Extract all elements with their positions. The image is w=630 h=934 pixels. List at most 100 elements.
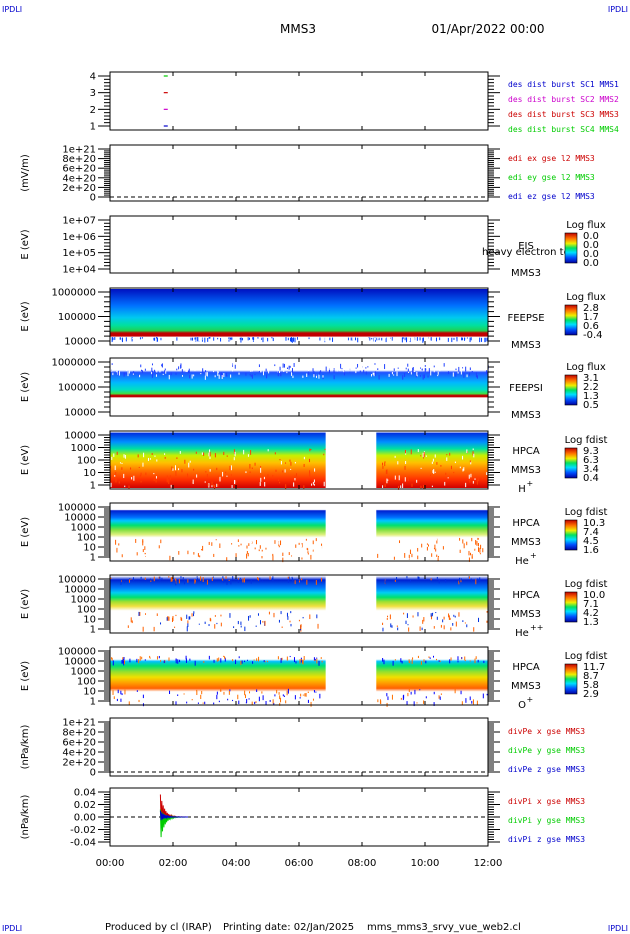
y-tick-label: 4e+20 (62, 748, 96, 759)
x-tick-label: 10:00 (411, 858, 440, 869)
colorbar-value: 1.3 (583, 391, 599, 402)
colorbar-title: Log flux (566, 220, 606, 231)
colorbar-title: Log fdist (565, 435, 608, 446)
colorbar-value: 1.7 (583, 312, 599, 323)
data-gap (325, 648, 377, 704)
y-tick-label: 4e+20 (62, 173, 96, 184)
y-tick-label: 10000 (64, 408, 96, 419)
colorbar-value: 6.3 (583, 455, 599, 466)
spectrogram-hpca-h (110, 432, 489, 490)
spectrogram-feepse (110, 289, 489, 344)
y-tick-label: 2 (90, 105, 96, 116)
legend-entry: divPi z gse MMS3 (508, 835, 585, 844)
panel-frame (109, 144, 489, 202)
colorbar-value: 10.3 (583, 518, 605, 529)
instrument-name: HPCA (512, 662, 540, 673)
colorbar-title: Log fdist (565, 651, 608, 662)
instrument-spacecraft: MMS3 (511, 681, 541, 692)
y-tick-label: 1e+05 (62, 248, 96, 259)
y-tick-label: 1 (90, 553, 96, 564)
x-tick-label: 06:00 (285, 858, 314, 869)
species-label: He (515, 628, 529, 639)
y-tick-label: 100 (77, 677, 96, 688)
footer-filename: mms_mms3_srvy_vue_web2.cl (367, 922, 521, 933)
legend-entry: edi ey gse l2 MMS3 (508, 173, 595, 182)
instrument-label: HPCA MMS3 He+ (511, 518, 541, 567)
y-ticks: 1000000 100000 10000 (51, 288, 500, 348)
spectrogram-band (110, 576, 326, 632)
colorbar-value: 4.5 (583, 536, 599, 547)
y-tick-label: 1e+21 (62, 718, 96, 729)
y-axis-label: E (eV) (20, 589, 31, 619)
y-tick-label: 1 (90, 697, 96, 708)
legend-entry: des dist burst SC4 MMS4 (508, 125, 619, 134)
x-tick-label: 08:00 (348, 858, 377, 869)
instrument-label: HPCA MMS3 H+ (511, 446, 541, 495)
spectrogram-band (110, 359, 488, 415)
corner-mark-top-left: IPDLI (2, 5, 22, 14)
spectrogram-band (110, 289, 488, 344)
colorbar-value: 7.1 (583, 599, 599, 610)
colorbar-value: 5.8 (583, 680, 599, 691)
legend: divPe x gse MMS3 divPe y gse MMS3 divPe z … (508, 727, 585, 774)
corner-mark-top-right: IPDLI (608, 5, 628, 14)
legend-entry: divPi x gse MMS3 (508, 797, 585, 806)
x-tick-label: 12:00 (474, 858, 503, 869)
instrument-name: HPCA (512, 446, 540, 457)
colorbar-swatch (564, 374, 578, 406)
instrument-name: HPCA (512, 590, 540, 601)
colorbar-value: 0.0 (583, 258, 599, 269)
y-tick-label: 100000 (58, 647, 96, 658)
y-tick-label: 10 (83, 687, 96, 698)
instrument-name: HPCA (512, 518, 540, 529)
colorbar-value: 0.5 (583, 400, 599, 411)
spectrogram-band (376, 576, 488, 632)
colorbar-value: 9.3 (583, 446, 599, 457)
burst-marks (163, 75, 168, 127)
colorbar-value: 0.6 (583, 321, 599, 332)
panel-frame (109, 71, 489, 131)
y-axis-label: E (eV) (20, 372, 31, 402)
y-tick-label: 1000 (71, 443, 96, 454)
instrument-spacecraft: MMS3 (511, 537, 541, 548)
y-tick-label: 6e+20 (62, 164, 96, 175)
species-label: He (515, 556, 529, 567)
y-tick-label: 3 (90, 88, 96, 99)
y-tick-label: -0.04 (70, 838, 96, 849)
spectrogram-feepsi (110, 359, 489, 415)
y-tick-label: 10000 (64, 513, 96, 524)
colorbar-swatch (564, 663, 578, 695)
legend-entry: divPe z gse MMS3 (508, 765, 585, 774)
y-axis-label: E (eV) (20, 229, 31, 259)
colorbar-title: Log flux (566, 292, 606, 303)
colorbar-title: Log fdist (565, 507, 608, 518)
spectrogram-band (110, 504, 326, 560)
y-tick-label: 1000000 (51, 288, 96, 299)
instrument-spacecraft: MMS3 (511, 609, 541, 620)
legend-entry: edi ez gse l2 MMS3 (508, 192, 595, 201)
y-tick-label: 1 (90, 122, 96, 133)
y-tick-label: 10000 (64, 431, 96, 442)
y-tick-label: -0.02 (70, 825, 96, 836)
instrument-spacecraft: MMS3 (511, 410, 541, 421)
y-tick-label: 0.02 (74, 800, 96, 811)
colorbar-value: 1.3 (583, 617, 599, 628)
legend: des dist burst SC1 MMS1 des dist burst SC… (508, 80, 619, 134)
instrument-label: FEEPSE MMS3 (507, 313, 544, 351)
colorbar-value: 0.0 (583, 249, 599, 260)
instrument-name: FEEPSE (507, 313, 544, 324)
y-tick-label: 10000 (64, 337, 96, 348)
panel-frame (109, 215, 489, 274)
y-tick-label: 0.00 (74, 813, 96, 824)
spectrogram-speckle (111, 537, 488, 563)
y-tick-label: 1e+21 (62, 145, 96, 156)
footer-printing-date: Printing date: 02/Jan/2025 (223, 922, 354, 933)
panel-divpi: 0.040.02 0.00-0.02 -0.04 (nPa/km) divPi x gs… (20, 787, 585, 849)
